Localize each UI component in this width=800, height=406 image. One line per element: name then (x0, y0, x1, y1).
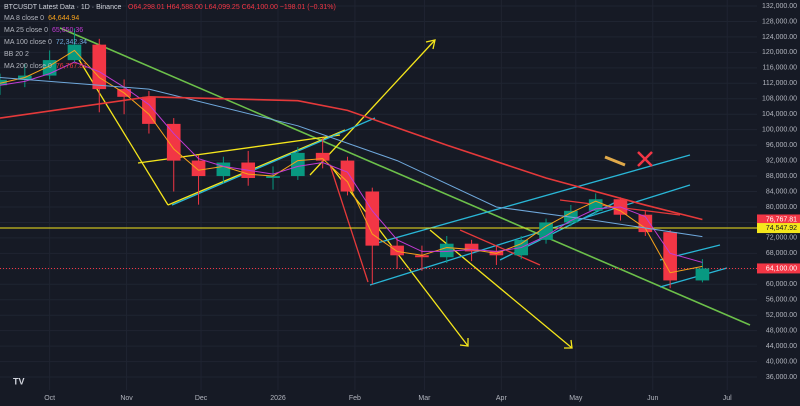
drawings (59, 27, 751, 349)
legend-label: MA 100 close 0 (4, 39, 52, 46)
y-tick-label: 68,000.00 (766, 250, 797, 257)
logo: TV (13, 376, 25, 386)
candle-body (266, 176, 280, 178)
x-tick-label: Jul (723, 395, 732, 402)
legend-value: 65,650.36 (52, 27, 83, 34)
candle-body (663, 232, 677, 281)
price-label: 76,767.81 (766, 216, 797, 223)
arrow (429, 229, 573, 349)
y-tick-label: 112,000.00 (762, 80, 797, 87)
legend-value: 72,342.34 (56, 39, 87, 46)
candle-body (539, 222, 553, 240)
x-tick-label: Dec (195, 395, 208, 402)
trend-line (459, 229, 541, 266)
arrow (329, 164, 469, 347)
candle-body (67, 44, 82, 61)
y-tick-label: 108,000.00 (762, 96, 797, 103)
y-tick-label: 128,000.00 (762, 18, 797, 25)
candle-body (291, 152, 305, 177)
bb-label: BB 20 2 (4, 51, 29, 58)
trend-line (171, 117, 376, 206)
price-label-box (757, 263, 800, 274)
trend-line (329, 164, 369, 283)
trend-line (369, 154, 691, 246)
arrow-head (459, 338, 469, 347)
ma-line (0, 96, 703, 221)
cross-icon (637, 151, 653, 167)
y-tick-label: 100,000.00 (762, 127, 797, 134)
x-tick-label: Feb (349, 395, 361, 402)
y-tick-label: 124,000.00 (762, 34, 797, 41)
legend-value: 64,644.94 (48, 15, 79, 22)
candle-body (142, 96, 156, 124)
y-tick-label: 88,000.00 (766, 173, 797, 180)
trend-line (167, 129, 346, 206)
x-tick-label: 2026 (270, 395, 286, 402)
x-tick-label: Apr (496, 395, 508, 402)
y-tick-label: 132,000.00 (762, 3, 797, 10)
y-tick-label: 36,000.00 (766, 374, 797, 381)
arrow-head (564, 339, 573, 349)
x-tick-label: Mar (418, 395, 431, 402)
candle-body (695, 268, 710, 281)
ma-line (0, 49, 703, 274)
candle-body (340, 160, 355, 192)
x-tick-label: Jun (647, 395, 658, 402)
chart-title: BTCUSDT Latest Data · 1D · Binance (4, 4, 121, 11)
plot (0, 28, 757, 289)
candle-body (216, 162, 231, 177)
candle-body (588, 199, 603, 211)
y-tick-label: 92,000.00 (766, 157, 797, 164)
ma-line (0, 76, 703, 238)
trend-line (659, 267, 728, 288)
y-tick-label: 56,000.00 (766, 297, 797, 304)
y-tick-label: 48,000.00 (766, 328, 797, 335)
price-label-box (757, 223, 800, 234)
y-tick-label: 84,000.00 (766, 188, 797, 195)
y-tick-label: 104,000.00 (762, 111, 797, 118)
legend-value: 76,767.81 (56, 63, 87, 70)
y-tick-label: 80,000.00 (766, 204, 797, 211)
price-label-box (757, 214, 800, 225)
pick-icon (604, 155, 626, 167)
y-tick-label: 96,000.00 (766, 142, 797, 149)
x-tick-label: Oct (44, 395, 55, 402)
y-tick-label: 72,000.00 (766, 235, 797, 242)
price-axis (757, 0, 800, 406)
candle-body (464, 243, 479, 252)
arrow (309, 39, 436, 176)
x-tick-label: Nov (120, 395, 133, 402)
y-tick-label: 116,000.00 (762, 65, 797, 72)
legend-label: MA 8 close 0 (4, 15, 44, 22)
arrow-head (425, 39, 436, 50)
legend-label: MA 200 close 0 (4, 63, 52, 70)
candle-body (415, 255, 429, 258)
x-tick-label: May (569, 395, 583, 402)
candle-body (315, 152, 330, 161)
y-tick-label: 40,000.00 (766, 358, 797, 365)
axis: 36,000.00 40,000.00 44,000.00 48,000.00 52,0… (44, 3, 800, 402)
ohlc-text: O64,298.01 H64,588.00 L64,099.25 C64,100… (128, 4, 336, 11)
ma-line (0, 61, 703, 263)
trend-line (59, 27, 751, 326)
candle-body (92, 44, 107, 90)
legend: BTCUSDT Latest Data · 1D · Binance O64,2… (4, 4, 336, 70)
candle-body (390, 245, 404, 256)
y-tick-label: 52,000.00 (766, 312, 797, 319)
y-tick-label: 120,000.00 (762, 49, 797, 56)
trend-line (69, 44, 169, 206)
price-label: 74,547.92 (766, 225, 797, 232)
legend-label: MA 25 close 0 (4, 27, 48, 34)
y-tick-label: 44,000.00 (766, 343, 797, 350)
candle-body (439, 243, 454, 258)
price-label: 64,100.00 (766, 265, 797, 272)
y-tick-label: 60,000.00 (766, 281, 797, 288)
candle-body (191, 160, 206, 177)
